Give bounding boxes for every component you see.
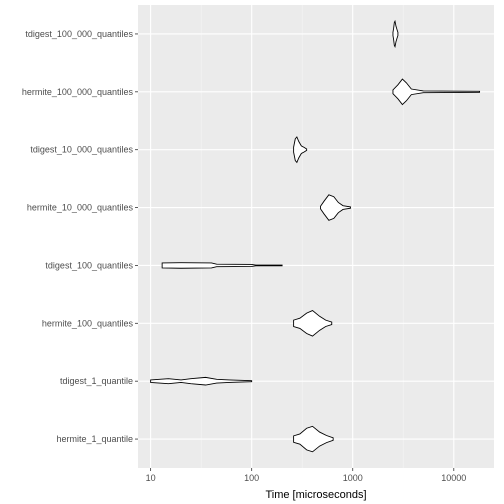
violins [150, 19, 481, 453]
violin-tdigest_100_000_quantiles [392, 19, 399, 49]
y-tick-label: hermite_1_quantile [56, 434, 133, 444]
y-axis: tdigest_100_000_quantiles hermite_100_000… [22, 29, 138, 444]
plot-panel [138, 5, 494, 468]
x-tick-label: 100 [244, 473, 259, 483]
x-tick-label: 1000 [343, 473, 363, 483]
y-tick-label: hermite_100_000_quantiles [22, 87, 134, 97]
y-tick-label: hermite_10_000_quantiles [27, 203, 134, 213]
x-axis-title: Time [microseconds] [265, 489, 366, 501]
violin-hermite_100_quantiles [293, 310, 333, 337]
violin-hermite_1_quantile [293, 425, 334, 453]
violin-hermite_10_000_quantiles [320, 194, 351, 221]
x-tick-label: 10000 [441, 473, 466, 483]
y-tick-label: tdigest_100_000_quantiles [25, 29, 133, 39]
x-axis: 10 100 1000 10000 [146, 468, 466, 483]
violin-tdigest_10_000_quantiles [293, 136, 308, 164]
y-tick-label: tdigest_10_000_quantiles [30, 145, 133, 155]
violin-hermite_100_000_quantiles [392, 78, 481, 106]
violin-tdigest_100_quantiles [161, 262, 283, 269]
y-tick-label: tdigest_100_quantiles [45, 260, 133, 270]
violin-tdigest_1_quantile [150, 376, 253, 386]
y-tick-label: hermite_100_quantiles [42, 318, 134, 328]
x-tick-label: 10 [146, 473, 156, 483]
y-tick-label: tdigest_1_quantile [60, 376, 133, 386]
